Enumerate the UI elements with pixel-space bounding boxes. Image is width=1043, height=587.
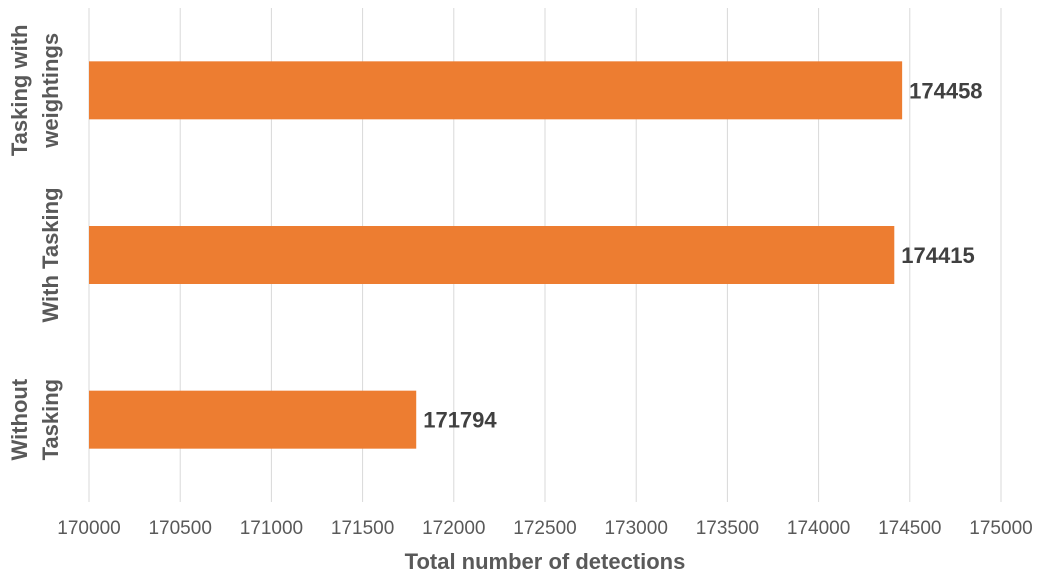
x-axis-title: Total number of detections: [405, 549, 686, 574]
data-label: 174458: [909, 78, 982, 103]
bar-2: [89, 61, 903, 120]
data-label: 174415: [901, 243, 974, 268]
x-tick-label: 173500: [696, 518, 759, 539]
data-labels: 171794 174415 174458: [423, 78, 982, 432]
x-tick-label: 170500: [148, 518, 211, 539]
bar-1: [89, 226, 895, 284]
x-tick-label: 175000: [969, 518, 1032, 539]
category-labels: Without Tasking With Tasking Tasking with we…: [7, 25, 63, 461]
x-tick-label: 171000: [240, 518, 303, 539]
category-label: With Tasking: [38, 187, 63, 322]
x-tick-label: 172500: [513, 518, 576, 539]
bar-0: [89, 390, 417, 449]
bars: [89, 61, 903, 449]
data-label: 171794: [423, 408, 497, 433]
x-tick-label: 170000: [57, 518, 120, 539]
x-tick-label: 173000: [604, 518, 667, 539]
x-tick-label: 172000: [422, 518, 485, 539]
x-tick-label: 174500: [878, 518, 941, 539]
x-tick-label: 174000: [787, 518, 850, 539]
x-tick-label: 171500: [331, 518, 394, 539]
x-axis-ticks: 170000 170500 171000 171500 172000 172500 1730…: [57, 518, 1032, 539]
category-label: Without Tasking: [7, 378, 63, 460]
category-label: Tasking with weightings: [7, 25, 63, 157]
